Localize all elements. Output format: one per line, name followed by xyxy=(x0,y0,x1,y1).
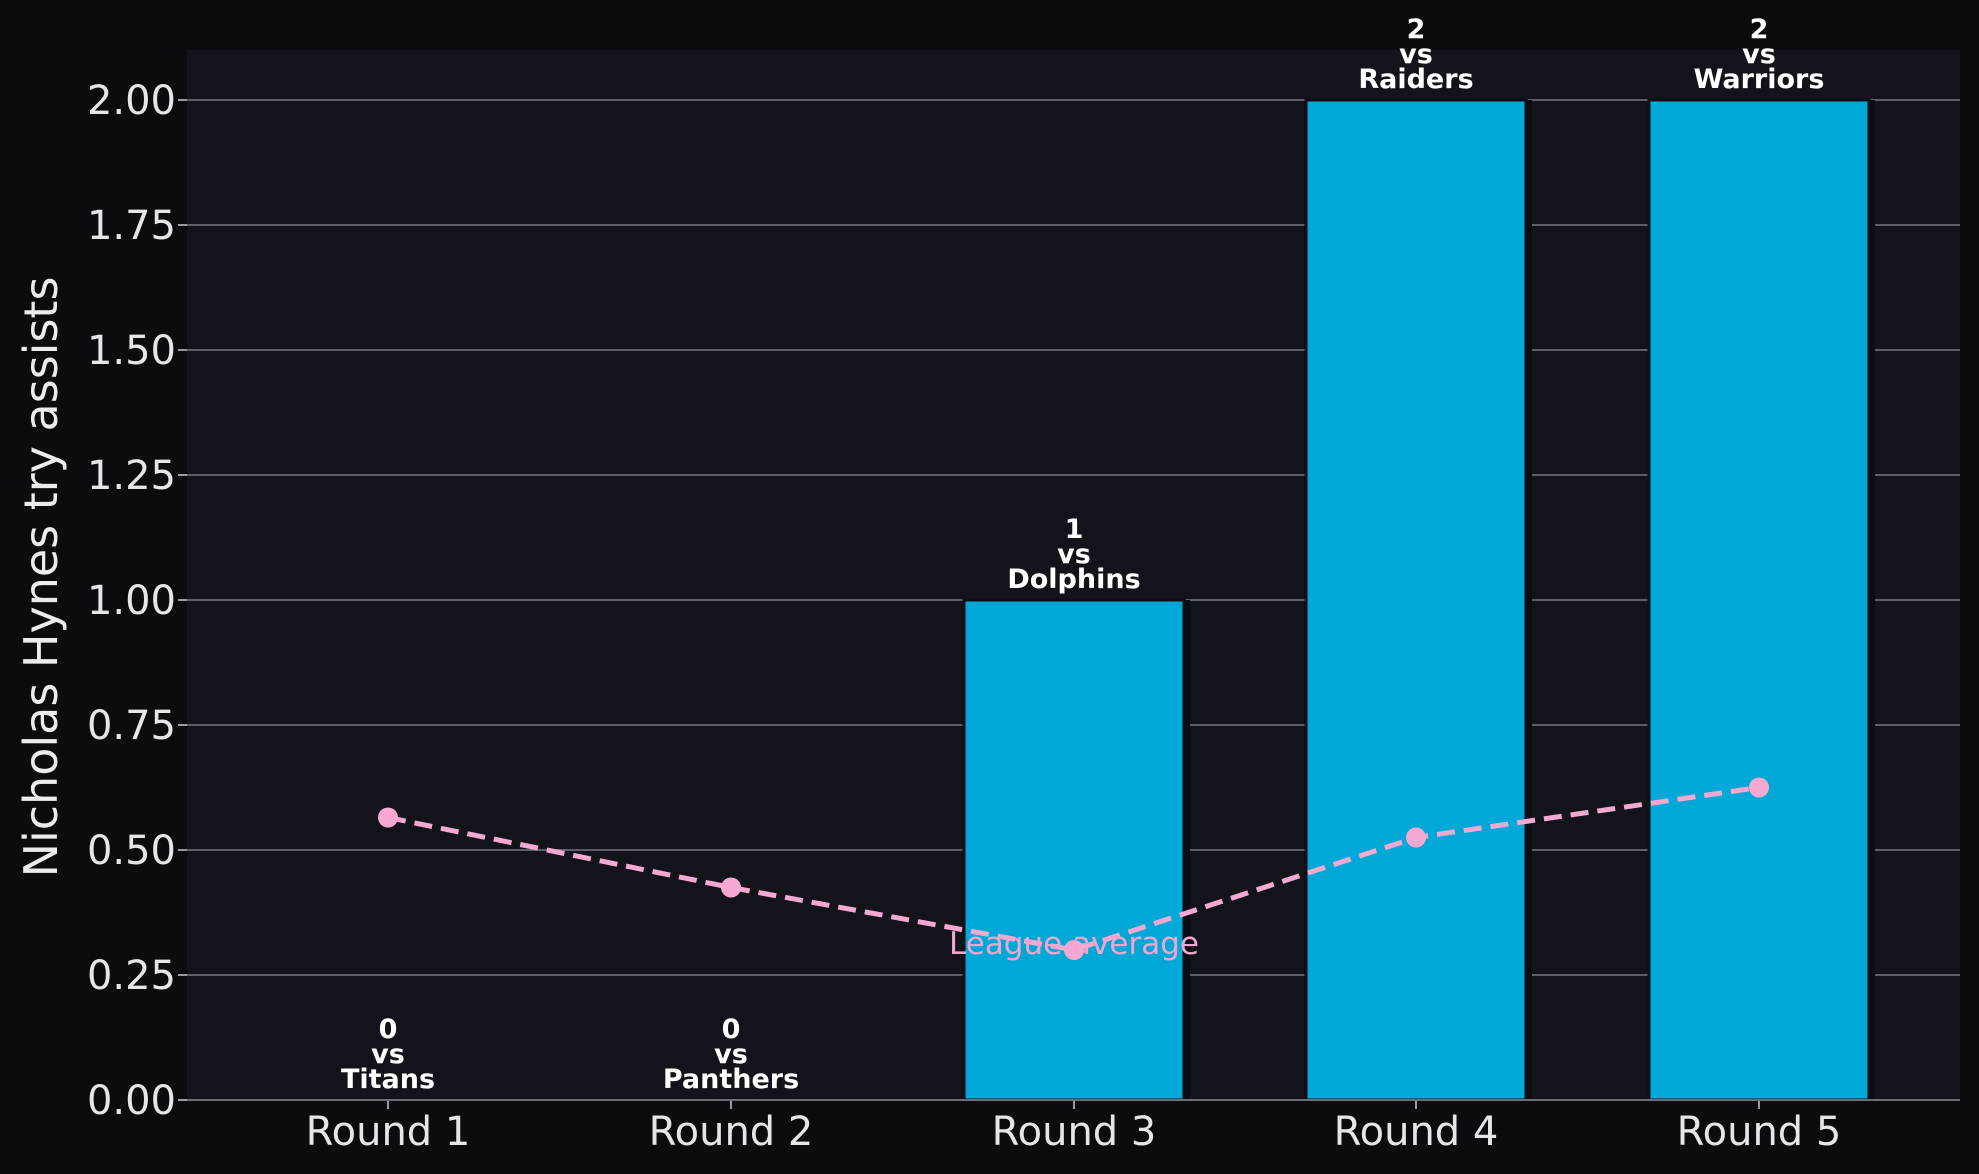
bar xyxy=(962,598,1186,1102)
bar-value-label: 2 xyxy=(1750,14,1769,45)
y-tick-label: 0.00 xyxy=(87,1078,176,1124)
x-tick-label: Round 1 xyxy=(306,1109,471,1155)
x-tick-label: Round 5 xyxy=(1677,1109,1842,1155)
y-tick-label: 1.25 xyxy=(87,453,176,499)
bar-opponent-label: Raiders xyxy=(1358,64,1473,95)
bar-value-label: 2 xyxy=(1407,14,1426,45)
x-tick-label: Round 2 xyxy=(649,1109,814,1155)
bar-vs-label: vs xyxy=(1057,539,1091,570)
bar-value-label: 0 xyxy=(722,1014,741,1045)
bar-vs-label: vs xyxy=(371,1039,405,1070)
y-tick-label: 2.00 xyxy=(87,78,176,124)
y-tick-label: 0.50 xyxy=(87,828,176,874)
bar-value-label: 0 xyxy=(379,1014,398,1045)
axis-layer: 0.00 0.25 0.50 0.75 1.00 1.25 1.50 1.75 2.00 Roun… xyxy=(87,78,1960,1155)
x-tick-label: Round 3 xyxy=(992,1109,1157,1155)
bar xyxy=(1304,98,1528,1102)
bar-opponent-label: Dolphins xyxy=(1007,564,1140,595)
bar xyxy=(1647,98,1871,1102)
y-tick-label: 1.00 xyxy=(87,578,176,624)
league-average-marker xyxy=(1749,777,1769,798)
league-average-marker xyxy=(378,807,398,828)
y-tick-label: 1.75 xyxy=(87,203,176,249)
y-tick-label: 1.50 xyxy=(87,328,176,374)
bar-vs-label: vs xyxy=(714,1039,748,1070)
bar-vs-label: vs xyxy=(1399,39,1433,70)
league-average-line xyxy=(387,785,1760,953)
bar-opponent-label: Warriors xyxy=(1694,64,1825,95)
y-tick-label: 0.25 xyxy=(87,953,176,999)
league-average-marker xyxy=(1406,827,1426,848)
league-average-label: League average xyxy=(949,926,1199,962)
bar-opponent-label: Titans xyxy=(341,1064,435,1095)
y-tick-label: 0.75 xyxy=(87,703,176,749)
y-axis-label: Nicholas Hynes try assists xyxy=(14,277,68,878)
bar-vs-label: vs xyxy=(1742,39,1776,70)
labels-layer: 0vsTitans0vsPanthers1vsDolphins2vsRaider… xyxy=(341,14,1824,1095)
bars-layer xyxy=(278,98,1875,1102)
bar-value-label: 1 xyxy=(1065,514,1084,545)
league-average-marker xyxy=(1064,940,1084,960)
line-layer: League average xyxy=(378,777,1769,962)
bar-opponent-label: Panthers xyxy=(663,1064,799,1095)
league-average-marker xyxy=(721,877,741,898)
x-tick-label: Round 4 xyxy=(1334,1109,1499,1155)
